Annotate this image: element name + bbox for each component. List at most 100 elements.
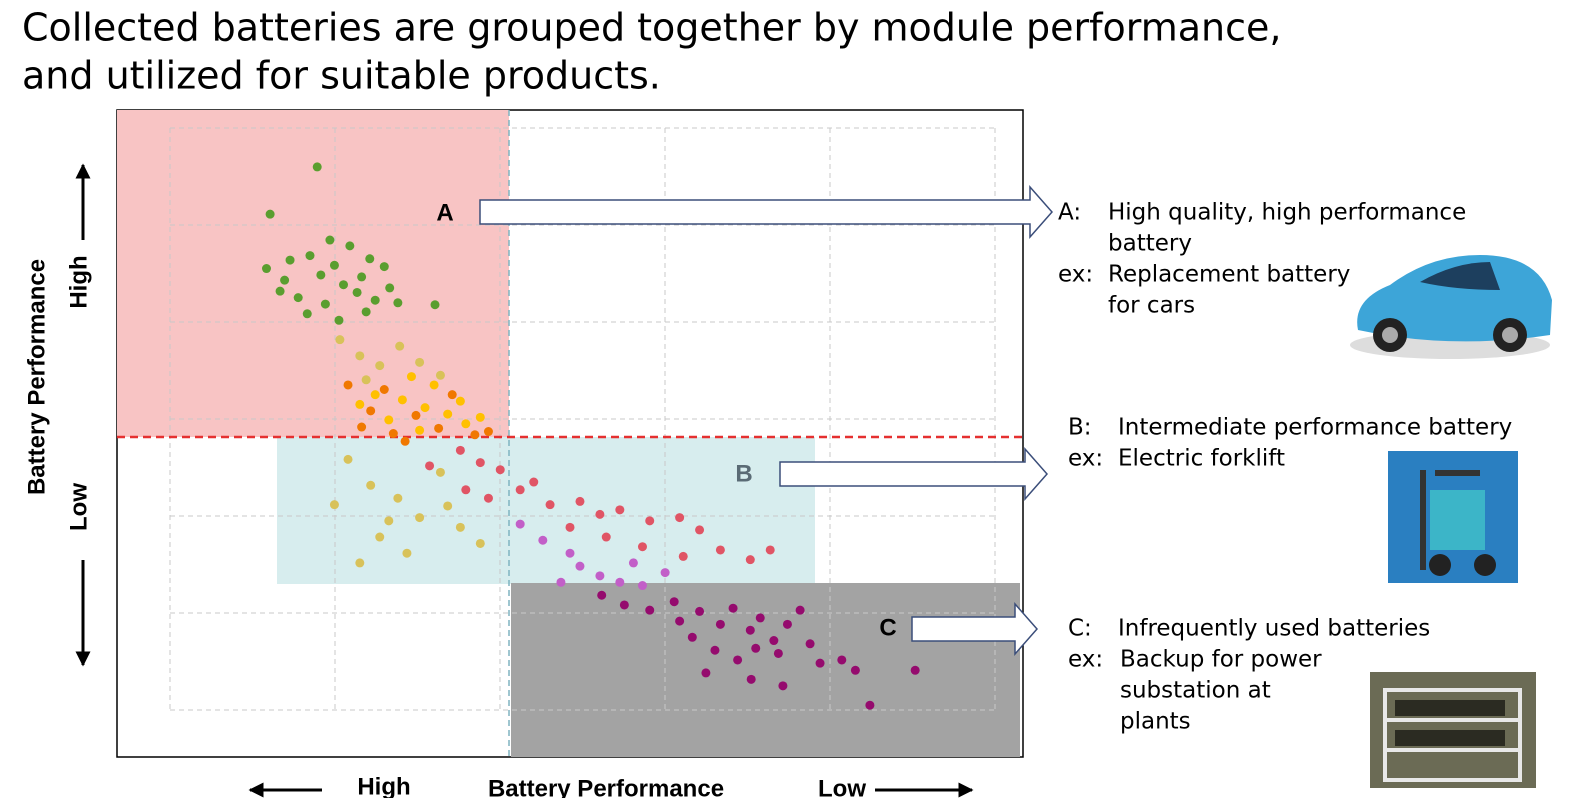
point — [425, 461, 435, 471]
point — [430, 300, 440, 310]
point — [461, 485, 471, 495]
point — [395, 341, 405, 351]
point — [339, 280, 348, 290]
point — [355, 558, 365, 568]
note-text: battery — [1108, 231, 1192, 257]
point — [645, 516, 655, 526]
x-axis-label: Battery Performance — [488, 775, 724, 798]
point — [515, 519, 525, 529]
point — [352, 287, 362, 297]
note-text: Infrequently used batteries — [1118, 616, 1430, 642]
note-example: Replacement battery — [1108, 262, 1350, 288]
point — [329, 500, 339, 510]
point — [850, 665, 860, 675]
point — [334, 315, 344, 325]
point — [415, 425, 425, 435]
y-axis-label: Battery Performance — [23, 259, 50, 495]
point — [420, 403, 430, 413]
point — [529, 477, 539, 487]
point — [366, 480, 376, 490]
point — [434, 423, 444, 433]
region-a — [117, 110, 509, 437]
point — [357, 272, 367, 282]
point — [366, 406, 376, 416]
point — [379, 385, 389, 395]
point — [402, 548, 412, 558]
region-label: B — [735, 460, 752, 487]
point — [316, 270, 326, 280]
point — [312, 162, 322, 172]
point — [429, 380, 439, 390]
note-key: A: — [1058, 200, 1081, 226]
arrow — [779, 447, 1048, 501]
point — [669, 597, 679, 607]
note-key: C: — [1068, 616, 1092, 642]
point — [400, 436, 410, 446]
point — [293, 293, 303, 303]
point — [637, 581, 647, 591]
title-line: and utilized for suitable products. — [22, 54, 661, 98]
point — [782, 619, 792, 629]
point — [595, 509, 605, 519]
point — [715, 545, 725, 555]
point — [455, 396, 465, 406]
point — [778, 681, 788, 691]
x-end-label: Low — [818, 775, 866, 798]
point — [285, 255, 295, 265]
point — [755, 613, 765, 623]
point — [515, 485, 525, 495]
point — [370, 295, 380, 305]
point — [393, 298, 403, 308]
point — [715, 619, 725, 629]
point — [746, 674, 756, 684]
point — [261, 264, 271, 274]
point — [710, 645, 720, 655]
note-example: for cars — [1108, 293, 1195, 319]
battery-rack-image — [1370, 672, 1536, 788]
point — [865, 700, 875, 710]
point — [695, 525, 705, 535]
point — [379, 262, 389, 272]
point — [795, 605, 805, 615]
note-ex: ex: — [1068, 647, 1103, 673]
point — [384, 415, 394, 425]
point — [365, 254, 375, 264]
point — [483, 427, 493, 437]
y-end-label: High — [65, 255, 92, 308]
note-example: substation at — [1120, 678, 1271, 704]
note-example: plants — [1120, 709, 1191, 735]
point — [837, 655, 847, 665]
point — [335, 335, 345, 345]
point — [415, 357, 425, 367]
point — [678, 551, 688, 561]
point — [615, 505, 625, 515]
point — [265, 209, 275, 219]
point — [675, 513, 685, 523]
forklift-image — [1388, 451, 1518, 583]
point — [385, 283, 395, 293]
point — [370, 390, 380, 400]
point — [687, 632, 697, 642]
region-c — [511, 583, 1020, 757]
point — [769, 636, 779, 646]
point — [597, 590, 607, 600]
point — [675, 616, 685, 626]
x-end-label: High — [357, 773, 410, 798]
note-example: Backup for power — [1120, 647, 1322, 673]
points — [261, 162, 920, 710]
point — [443, 501, 453, 511]
point — [375, 361, 385, 371]
point — [733, 655, 743, 665]
car-image — [1350, 255, 1552, 359]
point — [275, 286, 285, 296]
point — [475, 458, 485, 468]
region-label: A — [436, 199, 453, 226]
point — [361, 375, 371, 385]
point — [595, 571, 605, 581]
point — [745, 625, 755, 635]
point — [320, 299, 330, 309]
point — [470, 430, 480, 440]
point — [325, 235, 335, 245]
point — [660, 568, 670, 578]
